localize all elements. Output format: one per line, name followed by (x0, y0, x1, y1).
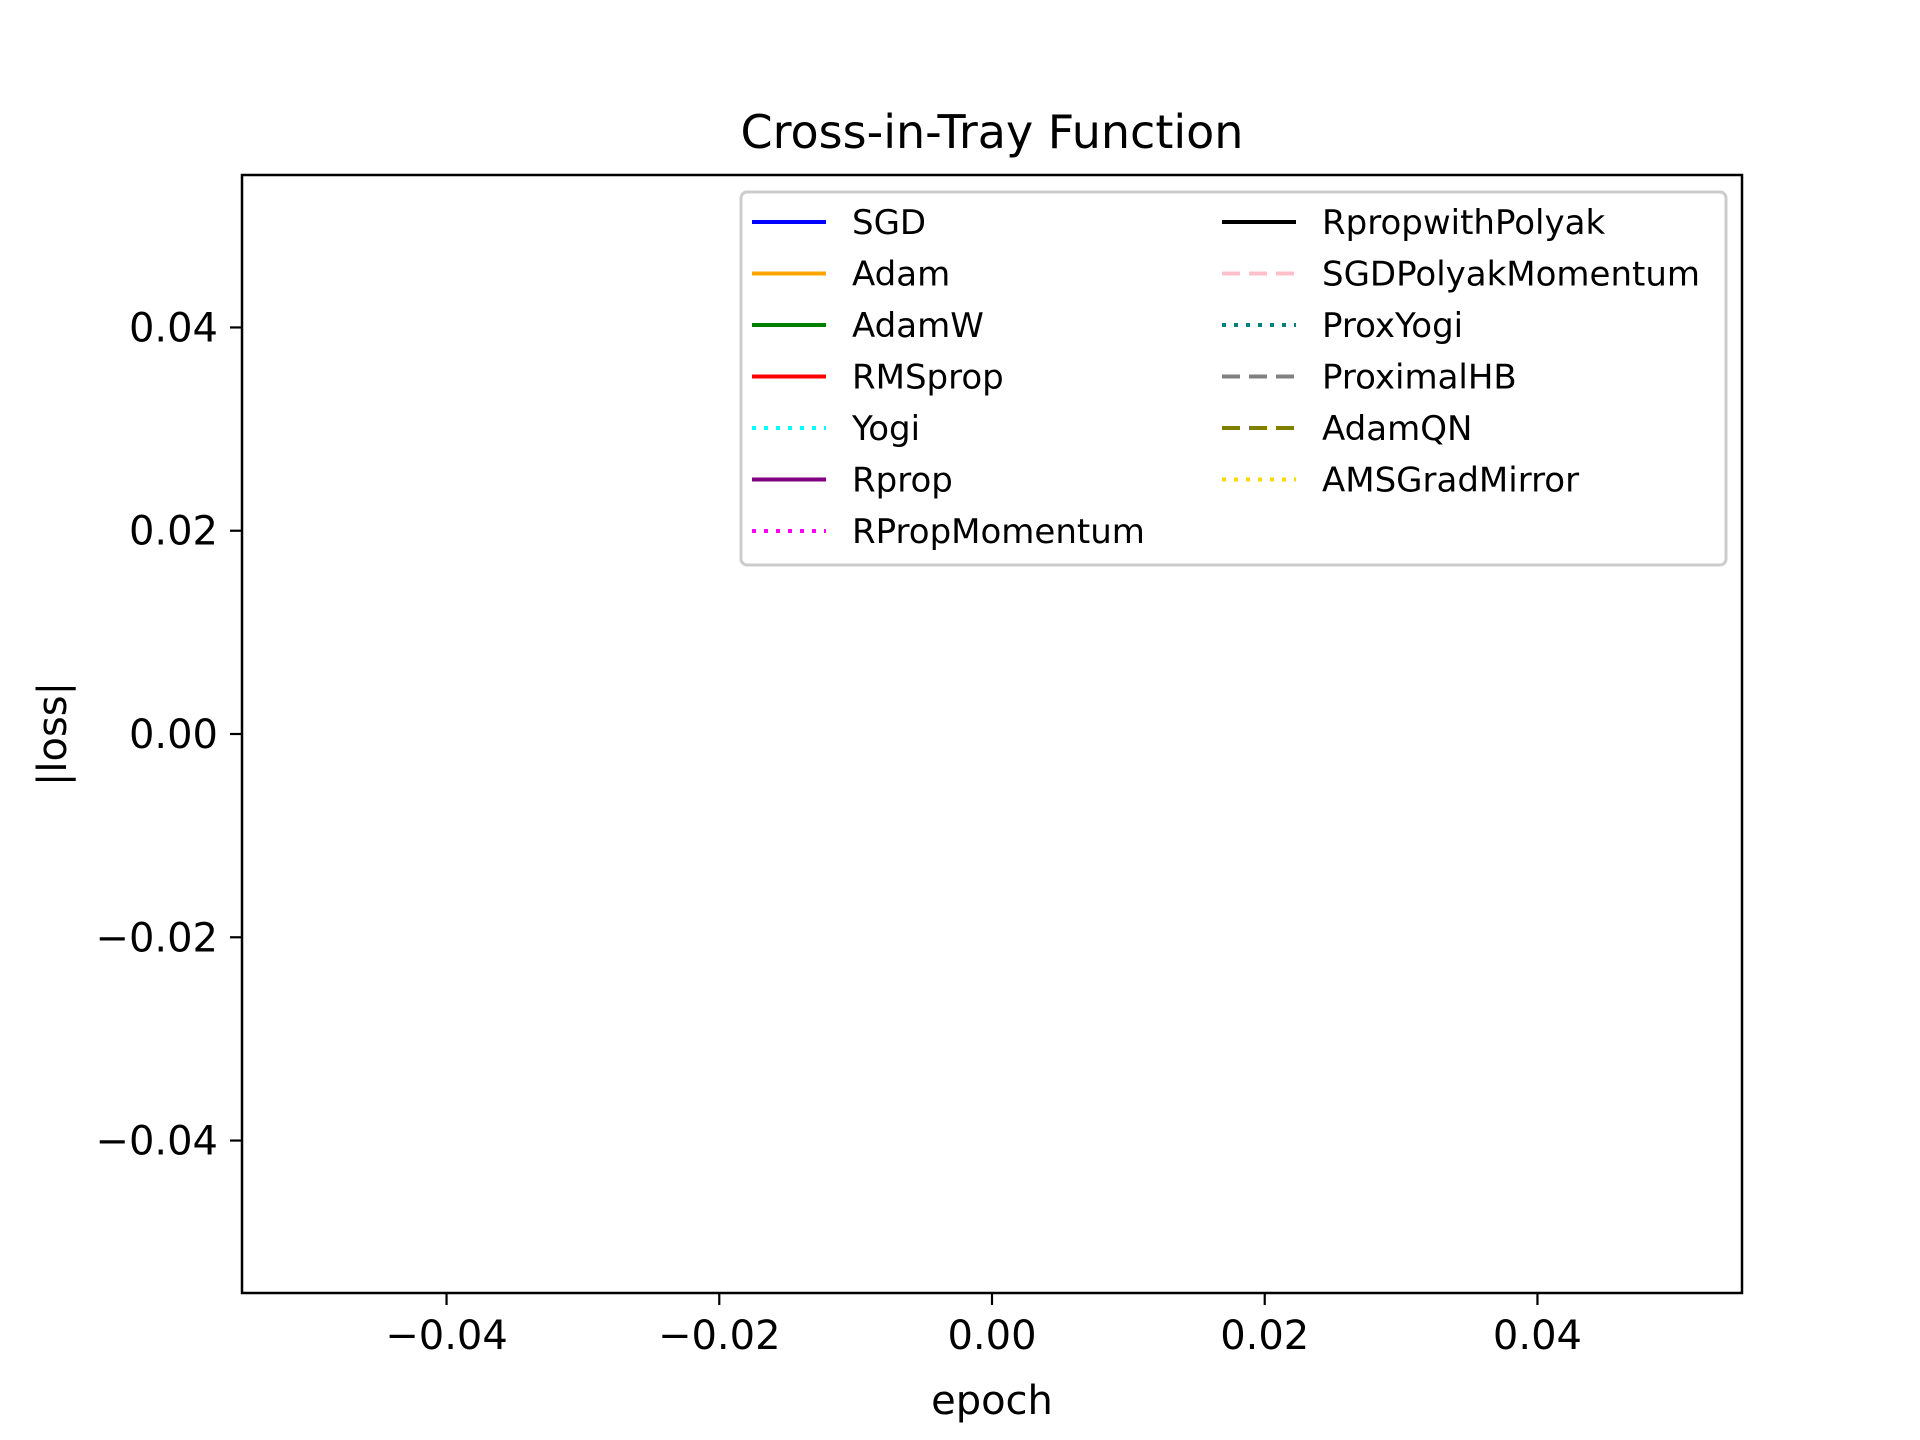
legend-label: ProxYogi (1322, 306, 1463, 346)
legend-label: ProximalHB (1322, 358, 1517, 398)
x-axis-label: epoch (931, 1378, 1053, 1424)
chart-title: Cross-in-Tray Function (741, 105, 1244, 159)
x-axis-ticks: −0.04 −0.02 0.00 0.02 0.04 (385, 1293, 1582, 1359)
legend-label: SGDPolyakMomentum (1322, 255, 1700, 295)
legend-label: Rprop (852, 461, 953, 501)
x-tick-label: −0.02 (658, 1313, 781, 1359)
legend-label: SGD (852, 203, 926, 243)
y-tick-label: 0.02 (129, 509, 218, 555)
x-tick-label: 0.04 (1493, 1313, 1582, 1359)
legend-label: RpropwithPolyak (1322, 203, 1605, 243)
y-axis-label: |loss| (30, 682, 76, 786)
y-axis-ticks: 0.04 0.02 0.00 −0.02 −0.04 (95, 305, 242, 1165)
legend: SGD Adam AdamW RMSprop Yogi Rprop RPropMomentu… (739, 190, 1728, 567)
legend-label: AMSGradMirror (1322, 461, 1579, 501)
legend-label: AdamQN (1322, 409, 1472, 449)
legend-label: RPropMomentum (852, 512, 1145, 552)
y-tick-label: −0.04 (95, 1119, 218, 1165)
y-tick-label: 0.04 (129, 305, 218, 351)
legend-label: Adam (852, 255, 950, 295)
y-tick-label: −0.02 (95, 915, 218, 961)
legend-items: SGD Adam AdamW RMSprop Yogi Rprop RPropMomentu… (752, 203, 1700, 552)
x-tick-label: 0.00 (947, 1313, 1036, 1359)
legend-label: AdamW (852, 306, 984, 346)
legend-label: Yogi (851, 409, 920, 449)
x-tick-label: −0.04 (385, 1313, 508, 1359)
y-tick-label: 0.00 (129, 712, 218, 758)
legend-label: RMSprop (852, 358, 1004, 398)
x-tick-label: 0.02 (1220, 1313, 1309, 1359)
